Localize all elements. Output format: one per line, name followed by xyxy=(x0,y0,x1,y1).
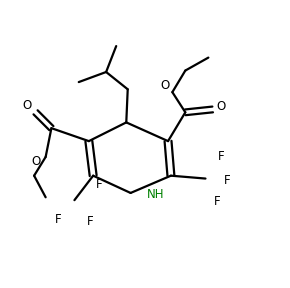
Text: F: F xyxy=(218,150,225,164)
Text: O: O xyxy=(23,98,32,112)
Text: F: F xyxy=(224,173,230,187)
Text: O: O xyxy=(161,79,170,92)
Text: F: F xyxy=(87,215,94,228)
Text: F: F xyxy=(96,178,102,191)
Text: NH: NH xyxy=(147,188,165,201)
Text: O: O xyxy=(217,100,226,113)
Text: O: O xyxy=(32,155,41,168)
Text: F: F xyxy=(55,213,62,226)
Text: F: F xyxy=(214,195,220,208)
